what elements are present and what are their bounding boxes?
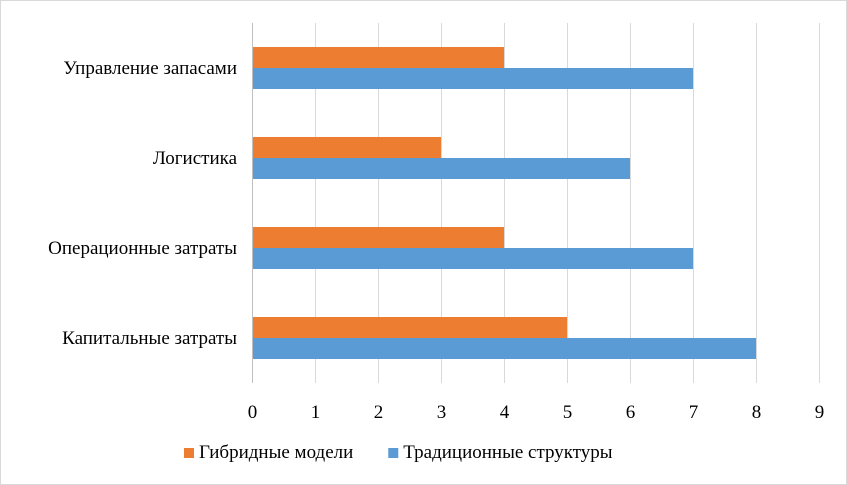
bar-hybrid-0	[253, 317, 567, 338]
category-label: Управление запасами	[63, 58, 237, 79]
x-tick-label: 4	[500, 402, 510, 423]
category-label: Капитальные затраты	[62, 328, 237, 349]
x-tick-label: 0	[248, 402, 258, 423]
bar-hybrid-3	[253, 47, 504, 68]
x-tick-label: 7	[689, 402, 699, 423]
x-tick-label: 1	[311, 402, 321, 423]
legend-label: Традиционные структуры	[403, 442, 613, 463]
bar-traditional-3	[253, 68, 693, 89]
category-label: Операционные затраты	[48, 238, 237, 259]
x-tick-label: 9	[815, 402, 825, 423]
category-labels: Капитальные затраты Операционные затраты Л…	[48, 58, 237, 349]
x-tick-label: 6	[626, 402, 636, 423]
category-label: Логистика	[153, 148, 238, 169]
x-tick-label: 8	[752, 402, 762, 423]
bar-traditional-1	[253, 248, 693, 269]
bar-traditional-0	[253, 338, 756, 359]
x-tick-label: 2	[374, 402, 384, 423]
bars	[253, 47, 756, 359]
x-tick-labels: 0 1 2 3 4 5 6 7 8 9	[248, 402, 825, 423]
legend: Гибридные модели Традиционные структуры	[184, 442, 613, 463]
legend-swatch	[388, 448, 399, 458]
legend-label: Гибридные модели	[199, 442, 353, 463]
x-tick-label: 3	[437, 402, 447, 423]
bar-hybrid-1	[253, 227, 504, 248]
x-tick-label: 5	[563, 402, 573, 423]
bar-traditional-2	[253, 158, 630, 179]
bar-hybrid-2	[253, 137, 441, 158]
legend-swatch	[184, 448, 194, 458]
